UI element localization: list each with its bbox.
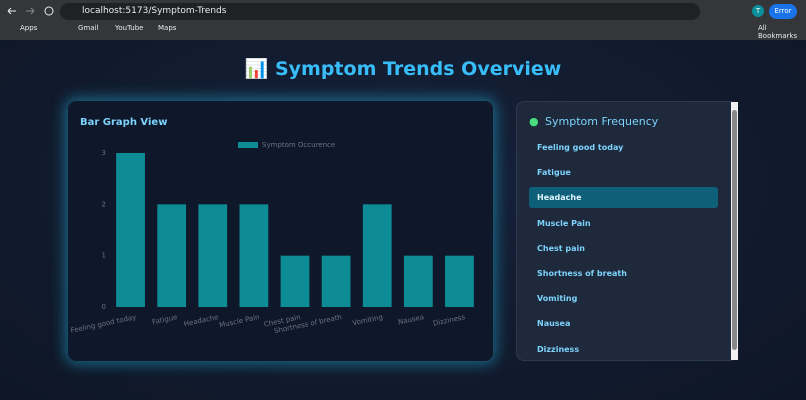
list-icon: ● xyxy=(529,115,539,128)
title-text: Symptom Trends Overview xyxy=(274,58,562,80)
x-tick-label: Dizziness xyxy=(432,313,466,328)
x-tick-label: Nausea xyxy=(397,313,424,326)
chart-icon: 📊 xyxy=(244,58,275,80)
legend-label: Symptom Occurence xyxy=(262,141,335,149)
x-tick-label: Headache xyxy=(183,313,219,328)
x-tick-label: Fatigue xyxy=(151,313,178,326)
symptom-item[interactable]: Vomiting xyxy=(537,294,578,304)
bar xyxy=(157,204,187,307)
bookmark[interactable]: Apps xyxy=(20,24,38,32)
list-title: ● Symptom Frequency xyxy=(529,115,659,128)
legend-swatch xyxy=(238,142,258,148)
frequency-card: ● Symptom Frequency Feeling good today Fat… xyxy=(516,101,738,361)
bar xyxy=(116,153,145,307)
address-bar[interactable]: localhost:5173/Symptom-Trends xyxy=(60,3,700,20)
y-tick-label: 1 xyxy=(102,252,106,260)
bar xyxy=(321,255,351,307)
nav-icons xyxy=(7,6,54,16)
all-bookmarks[interactable]: All Bookmarks xyxy=(758,24,798,40)
symptom-item[interactable]: Nausea xyxy=(537,319,571,329)
bar xyxy=(280,255,310,307)
chart: Bar Graph View Symptom Occurence 0 1 2 3 Feel… xyxy=(70,117,474,335)
symptom-item[interactable]: Muscle Pain xyxy=(537,218,591,228)
scrollbar[interactable] xyxy=(731,102,738,360)
chart-card: Bar Graph View Symptom Occurence 0 1 2 3 Feel… xyxy=(68,101,493,361)
x-tick-label: Muscle Pain xyxy=(219,313,261,329)
symptom-item[interactable]: Dizziness xyxy=(537,344,580,354)
symptom-item[interactable]: Shortness of breath xyxy=(537,269,627,278)
symptom-item[interactable]: Fatigue xyxy=(537,168,571,178)
bookmark[interactable]: YouTube xyxy=(115,24,144,32)
y-tick-label: 3 xyxy=(102,149,106,157)
bar xyxy=(198,204,228,307)
chart-title: Bar Graph View xyxy=(80,117,167,128)
error-button[interactable]: Error xyxy=(769,4,797,19)
y-tick-label: 2 xyxy=(102,200,106,208)
bookmark[interactable]: Gmail xyxy=(78,24,99,32)
x-tick-label: Vomiting xyxy=(352,313,384,327)
page-title: 📊 Symptom Trends Overview xyxy=(0,57,806,80)
symptom-item[interactable]: Headache xyxy=(529,187,718,209)
y-tick-label: 0 xyxy=(102,303,106,311)
bar xyxy=(362,204,392,307)
symptom-item[interactable]: Feeling good today xyxy=(537,143,624,152)
browser-chrome: localhost:5173/Symptom-Trends Apps Gmail… xyxy=(0,0,806,40)
list-title-text: Symptom Frequency xyxy=(545,115,659,128)
bar xyxy=(445,255,474,307)
bar xyxy=(239,204,269,307)
x-tick-label: Feeling good today xyxy=(70,313,137,335)
bar xyxy=(403,255,433,307)
scroll-thumb[interactable] xyxy=(732,110,737,350)
symptom-item[interactable]: Chest pain xyxy=(537,243,585,253)
bookmark[interactable]: Maps xyxy=(158,24,177,32)
profile-avatar[interactable]: T xyxy=(752,5,764,17)
